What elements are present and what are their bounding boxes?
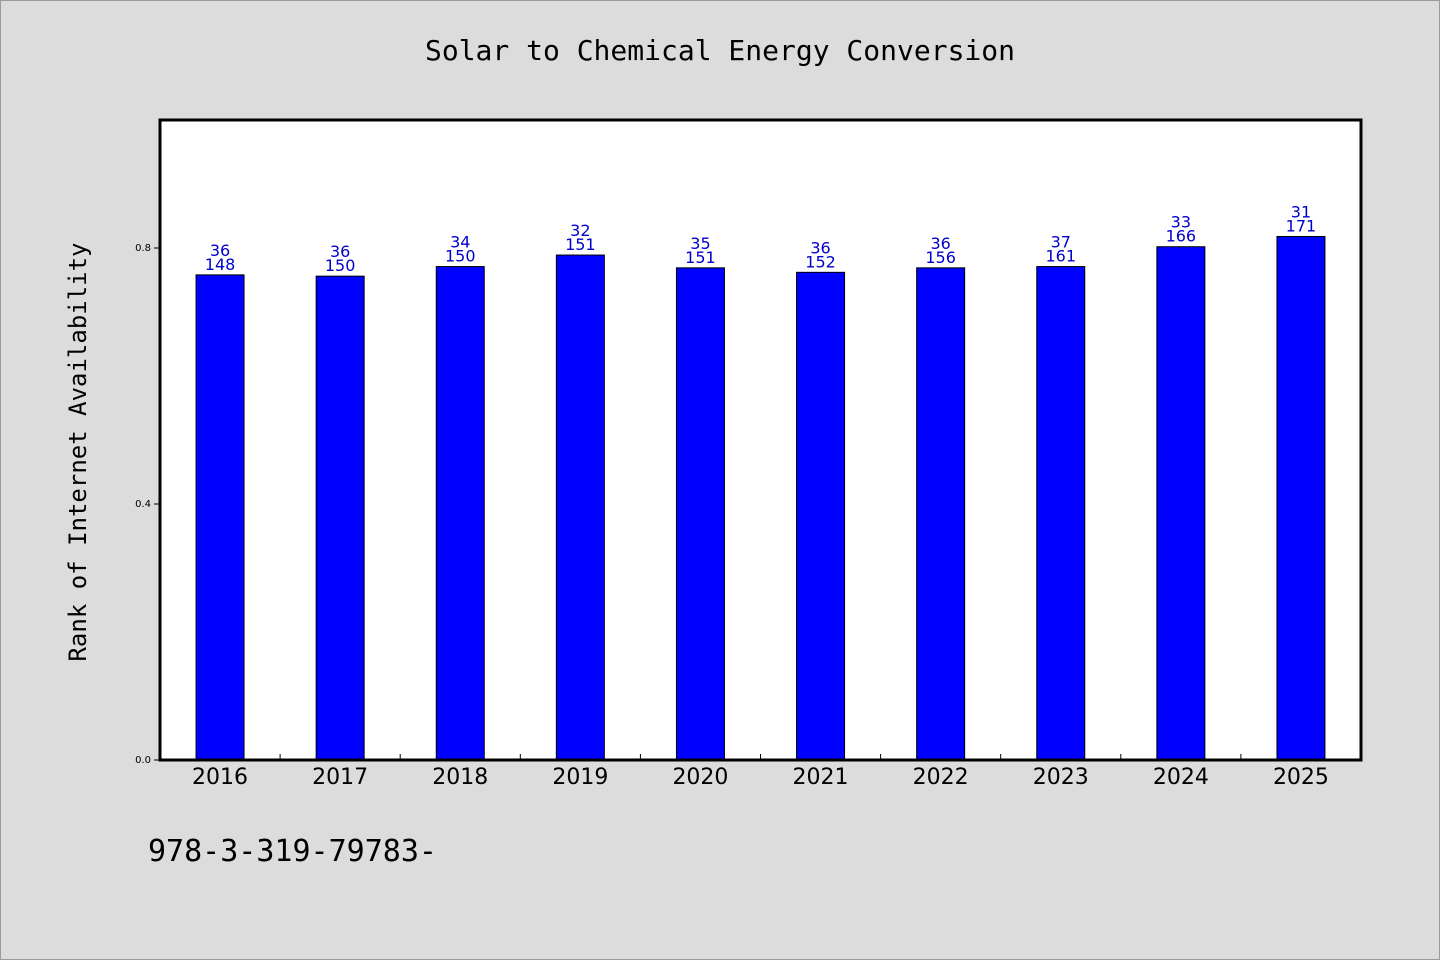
bar-rank-label: 34 (450, 233, 470, 252)
bar-value-label: 152 (805, 252, 836, 271)
bar-value-label: 171 (1286, 216, 1317, 235)
x-tick-label: 2020 (672, 765, 728, 790)
bar (916, 267, 966, 761)
bar (195, 274, 245, 761)
bar (315, 275, 365, 761)
bar-rank-label: 36 (330, 242, 350, 261)
x-tick-label: 2023 (1033, 765, 1089, 790)
y-tick-label: 0.0 (135, 755, 151, 766)
bar-value-label: 156 (925, 248, 956, 267)
y-tick-label: 0.8 (135, 243, 151, 254)
bar-rank-label: 36 (930, 234, 950, 253)
x-tick-label: 2021 (793, 765, 849, 790)
bar (435, 266, 485, 761)
bar (1156, 246, 1206, 761)
x-tick-label: 2017 (312, 765, 368, 790)
plot-border (158, 118, 1363, 762)
bar-value-label: 161 (1045, 247, 1076, 266)
x-tick-label: 2022 (913, 765, 969, 790)
bar (1036, 266, 1086, 761)
x-tick-label: 2016 (192, 765, 248, 790)
isbn-footer-text: 978-3-319-79783- (148, 834, 437, 869)
bar-value-label: 166 (1166, 227, 1197, 246)
chart-title: Solar to Chemical Energy Conversion (424, 34, 1015, 67)
bar (675, 267, 725, 761)
bar (555, 254, 605, 761)
bar-rank-label: 36 (810, 238, 830, 257)
x-tick-label: 2025 (1273, 765, 1329, 790)
bar-value-label: 150 (325, 256, 356, 275)
bar (1276, 235, 1326, 761)
y-tick-label: 0.4 (135, 499, 151, 510)
bar-rank-label: 36 (210, 241, 230, 260)
x-tick-label: 2019 (552, 765, 608, 790)
x-tick-label: 2024 (1153, 765, 1209, 790)
x-tick-label: 2018 (432, 765, 488, 790)
bar-value-label: 151 (565, 235, 596, 254)
bar-rank-label: 35 (690, 234, 710, 253)
bar-value-label: 150 (445, 247, 476, 266)
bar-value-label: 148 (205, 255, 236, 274)
bar-rank-label: 32 (570, 221, 590, 240)
bar (796, 271, 846, 761)
bar-rank-label: 31 (1291, 202, 1311, 221)
bar-rank-label: 37 (1051, 233, 1071, 252)
bar-rank-label: 33 (1171, 213, 1191, 232)
bar-value-label: 151 (685, 248, 716, 267)
